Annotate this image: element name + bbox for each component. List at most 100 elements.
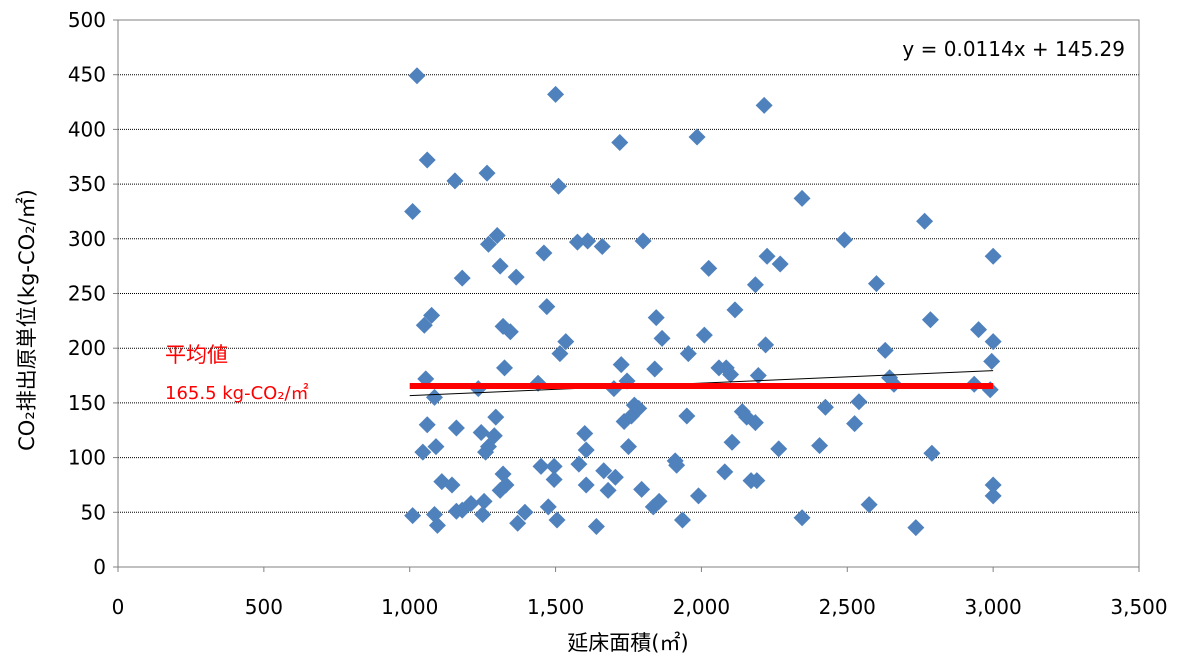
x-axis-ticks: 0 500 1,000 1,500 2,000 2,500 3,000 3,500 (112, 567, 1168, 619)
x-tick-label: 2,500 (819, 595, 876, 619)
y-tick-label: 500 (68, 8, 106, 32)
data-point (404, 507, 422, 525)
data-point (487, 408, 505, 426)
data-point (755, 96, 773, 114)
data-point (474, 505, 492, 523)
data-point (757, 336, 775, 354)
data-point (587, 518, 605, 536)
data-point (501, 323, 519, 341)
data-point (850, 393, 868, 411)
data-point (716, 463, 734, 481)
data-point (472, 423, 490, 441)
data-point (545, 470, 563, 488)
data-point (816, 398, 834, 416)
data-point (478, 164, 496, 182)
data-point (479, 235, 497, 253)
data-point (634, 232, 652, 250)
data-point (426, 388, 444, 406)
data-point (497, 476, 515, 494)
data-point (427, 438, 445, 456)
y-axis-ticks: 0 50 100 150 200 250 300 350 400 450 500 (68, 8, 118, 579)
data-point (860, 496, 878, 514)
data-point (679, 345, 697, 363)
data-point (568, 233, 586, 251)
data-point (770, 440, 788, 458)
data-point (426, 505, 444, 523)
average-title: 平均値 (165, 343, 228, 367)
x-axis-title: 延床面積(㎡) (567, 631, 688, 655)
data-point (867, 275, 885, 293)
data-point (538, 298, 556, 316)
data-point (548, 511, 566, 529)
data-points (404, 67, 1002, 537)
data-point (579, 232, 597, 250)
data-point (447, 419, 465, 437)
data-point (758, 247, 776, 265)
average-value-label: 165.5 kg-CO₂/㎡ (165, 382, 309, 404)
data-point (678, 407, 696, 425)
data-point (688, 128, 706, 146)
data-point (748, 472, 766, 490)
data-point (984, 487, 1002, 505)
data-point (746, 414, 764, 432)
data-point (811, 437, 829, 455)
y-tick-label: 100 (68, 446, 106, 470)
x-tick-label: 3,500 (1110, 595, 1167, 619)
x-tick-label: 500 (245, 595, 283, 619)
data-point (722, 365, 740, 383)
data-point (835, 231, 853, 249)
data-point (549, 177, 567, 195)
data-point (700, 259, 718, 277)
data-point (557, 333, 575, 351)
y-tick-label: 350 (68, 172, 106, 196)
data-point (577, 476, 595, 494)
data-point (916, 212, 934, 230)
y-tick-label: 150 (68, 391, 106, 415)
y-tick-label: 300 (68, 227, 106, 251)
x-tick-label: 2,000 (673, 595, 730, 619)
data-point (551, 345, 569, 363)
data-point (443, 476, 461, 494)
y-tick-label: 0 (93, 555, 106, 579)
data-point (488, 227, 506, 245)
data-point (475, 492, 493, 510)
data-point (620, 438, 637, 456)
data-point (726, 301, 744, 319)
trendline-equation: y = 0.0114x + 145.29 (902, 37, 1125, 61)
data-point (423, 306, 441, 324)
data-point (793, 509, 811, 527)
data-point (606, 468, 624, 486)
data-point (418, 416, 436, 434)
data-point (984, 247, 1002, 265)
y-tick-label: 450 (68, 63, 106, 87)
data-point (576, 425, 594, 443)
data-point (599, 481, 617, 499)
x-tick-label: 1,500 (527, 595, 584, 619)
gridlines (118, 74, 1139, 513)
data-point (593, 237, 611, 255)
data-point (970, 321, 988, 339)
y-tick-label: 200 (68, 336, 106, 360)
data-point (446, 172, 464, 190)
data-point (690, 487, 708, 505)
data-point (485, 427, 503, 445)
data-point (746, 276, 764, 294)
data-point (509, 514, 527, 532)
data-point (907, 519, 925, 537)
data-point (535, 244, 553, 262)
data-point (749, 367, 767, 385)
data-point (532, 457, 550, 475)
data-point (646, 360, 664, 378)
data-point (653, 329, 671, 347)
data-point (984, 333, 1002, 351)
data-point (647, 309, 665, 327)
data-point (415, 316, 433, 334)
data-point (983, 352, 1001, 370)
data-point (404, 202, 422, 220)
data-point (668, 456, 686, 474)
data-point (453, 269, 471, 287)
data-point (462, 495, 480, 513)
data-point (491, 257, 509, 275)
data-point (723, 433, 741, 451)
